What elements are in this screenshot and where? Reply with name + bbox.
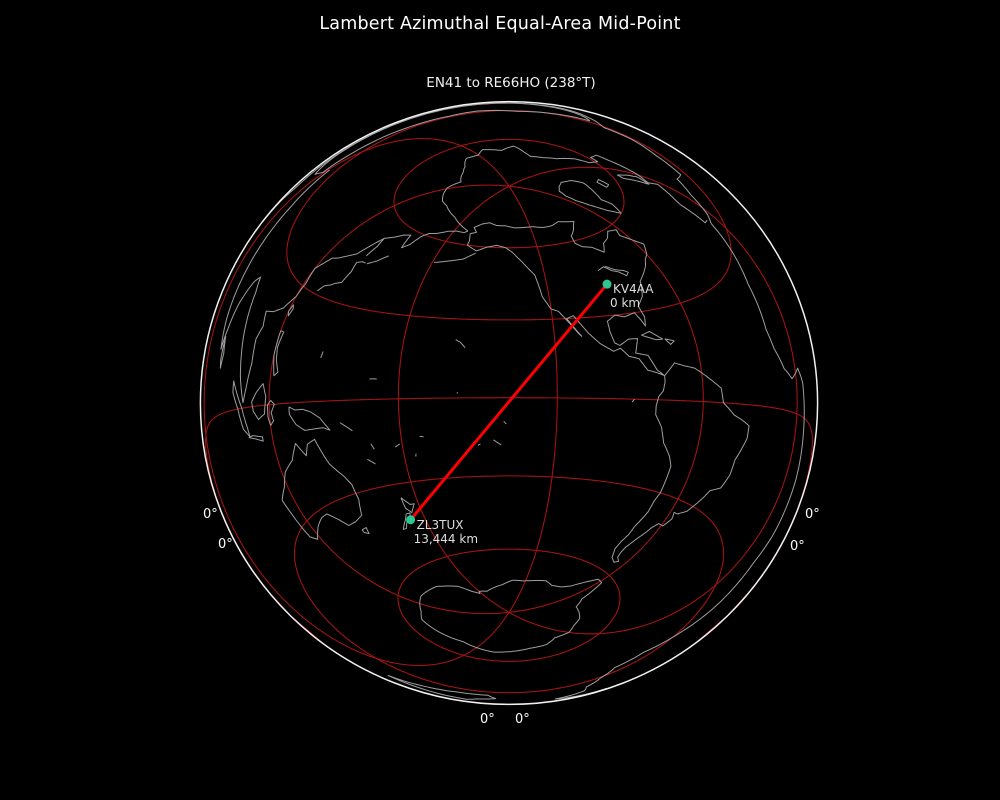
coastline-sri-lanka <box>219 336 227 369</box>
coastline-tuamotu <box>493 439 502 446</box>
coastline-galapagos <box>631 398 635 403</box>
coastline-java <box>248 435 264 442</box>
degree-tick-label: 0° <box>480 712 495 727</box>
coastline-guam <box>320 351 324 359</box>
graticule-meridian <box>508 185 558 613</box>
coastline-sumatra <box>232 380 251 438</box>
coastline-vanuatu <box>370 443 375 450</box>
coastline-hawaii <box>455 339 466 349</box>
coastline-australia <box>281 438 363 540</box>
coastline-nz-south-island <box>402 512 412 530</box>
coastline-tasmania <box>361 527 370 535</box>
graticule-parallel <box>293 475 725 694</box>
station-callsign-label: ZL3TUX <box>417 518 464 532</box>
coastline-cuba <box>641 331 664 341</box>
coastline-sulawesi <box>267 399 275 426</box>
coastline-sakhalin <box>366 237 385 257</box>
great-circle-path-line <box>409 283 609 521</box>
coastline-east-asia <box>242 230 469 403</box>
coastline-greenland <box>558 180 622 214</box>
station-distance-label: 13,444 km <box>414 532 478 546</box>
coastline-new-caledonia <box>367 458 376 465</box>
graticule-meridian <box>268 184 510 615</box>
coastline-hispaniola <box>664 338 675 345</box>
globe-rim-circle <box>199 100 819 706</box>
graticule-parallel <box>393 138 625 249</box>
coastline-new-guinea <box>288 406 331 431</box>
plot-subtitle: EN41 to RE66HO (238°T) <box>426 75 596 91</box>
coastline-arabia <box>314 102 591 175</box>
coastline-layer <box>219 102 805 700</box>
graticule-meridian <box>397 185 510 613</box>
station-callsign-label: KV4AA <box>613 282 654 296</box>
graticule-parallel <box>205 397 813 645</box>
degree-tick-label: 0° <box>218 537 233 552</box>
coastline-japan <box>317 261 366 292</box>
degree-tick-label: 0° <box>515 712 530 727</box>
coastline-madagascar <box>387 675 497 700</box>
graticule-meridian <box>508 185 704 613</box>
station-distance-label: 0 km <box>610 296 640 310</box>
coastline-africa <box>261 102 805 700</box>
coastline-kurils <box>366 255 389 265</box>
graticule-layer <box>203 110 813 694</box>
coastline-antarctica <box>419 578 603 653</box>
graticule-meridian <box>508 166 798 635</box>
graticule-parallel <box>397 548 621 662</box>
coastline-tahiti <box>477 443 481 446</box>
figure-title: Lambert Azimuthal Equal-Area Mid-Point <box>319 14 681 34</box>
coastline-south-america <box>611 362 750 563</box>
coastline-south-asia <box>220 169 330 403</box>
graticule-meridian <box>203 138 510 667</box>
coastline-taiwan <box>287 304 295 317</box>
coastline-marquesas <box>503 421 507 425</box>
degree-tick-label: 0° <box>805 507 820 522</box>
coastline-philippines <box>273 330 285 377</box>
station-dot-kv4aa <box>602 279 612 289</box>
coastline-fiji <box>395 443 400 448</box>
coastline-solomon-islands <box>339 422 353 432</box>
coastline-borneo <box>251 383 267 420</box>
coastline-siberia-europe <box>442 145 708 232</box>
coastline-north-america <box>466 221 666 377</box>
coastline-kiribati <box>456 392 459 394</box>
coastline-iceland <box>596 179 610 188</box>
coastline-aleutians <box>434 252 476 263</box>
coastline-uk <box>616 174 650 185</box>
degree-tick-label: 0° <box>203 507 218 522</box>
coastline-great-lakes <box>597 265 629 277</box>
station-dot-zl3tux <box>406 515 416 525</box>
degree-tick-label: 0° <box>790 539 805 554</box>
coastline-nz-north-island <box>400 497 415 514</box>
edge-labels-layer: 0°0°0°0°0° 0° <box>203 507 820 727</box>
